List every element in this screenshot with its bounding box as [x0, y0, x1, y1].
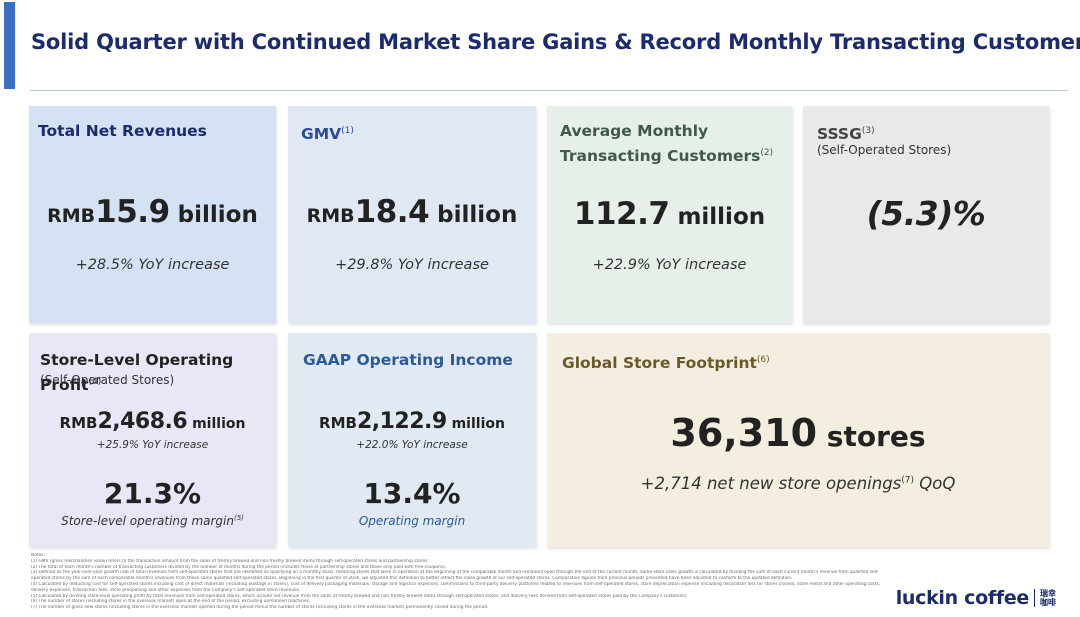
note-line: (6) The number of stores (including stor…	[31, 599, 311, 605]
margin-value: 21.3%	[103, 477, 202, 510]
card-total-net-revenues: Total Net Revenues RMB15.9 billion +28.5…	[29, 106, 276, 323]
margin-label: Operating margin	[358, 514, 466, 528]
card-gaap-operating-income: GAAP Operating Income RMB2,122.9 million…	[288, 333, 536, 547]
card-heading: Total Net Revenues	[38, 122, 207, 140]
logo-wordmark: luckin coffee	[895, 587, 1030, 609]
card-heading: Average Monthly Transacting Customers(2)	[560, 122, 774, 166]
notes-label: Notes:	[31, 553, 45, 558]
card-heading: SSSG(3)	[817, 125, 875, 144]
card-heading: GMV(1)	[301, 125, 354, 144]
card-heading: Global Store Footprint(6)	[562, 354, 770, 373]
accent-bar	[4, 2, 15, 89]
metric-value: 112.7 million	[573, 196, 766, 232]
metric-value: 36,310 stores	[670, 411, 926, 455]
net-new-stores: +2,714 net new store openings(7) QoQ	[640, 474, 956, 493]
note-line: operated stores by the sum of each compa…	[31, 576, 793, 582]
card-subheading: (Self-Operated Stores)	[40, 373, 175, 387]
logo-chinese: 瑞幸 咖啡	[1040, 589, 1056, 607]
metric-value: (5.3)%	[866, 194, 986, 233]
logo-divider	[1034, 589, 1035, 607]
margin-label: Store-level operating margin(5)	[61, 514, 244, 528]
yoy-growth: +25.9% YoY increase	[96, 439, 209, 451]
luckin-coffee-logo: luckin coffee 瑞幸 咖啡	[896, 587, 1058, 609]
note-line: (1) GMV (gross merchandise value) refers…	[31, 558, 429, 564]
card-avg-monthly-transacting-customers: Average Monthly Transacting Customers(2)…	[547, 106, 792, 323]
yoy-growth: +29.8% YoY increase	[335, 257, 489, 273]
note-line: delivery expenses, transaction fees, sto…	[31, 587, 301, 593]
note-line: (4) Calculated by deducting cost for sel…	[31, 581, 881, 587]
page-title: Solid Quarter with Continued Market Shar…	[31, 30, 1080, 54]
card-sssg: SSSG(3) (Self-Operated Stores) (5.3)%	[803, 106, 1049, 323]
note-line: (3) Defined as the year-over-year growth…	[31, 570, 879, 576]
metric-value: RMB18.4 billion	[306, 194, 518, 230]
card-subheading: (Self-Operated Stores)	[817, 143, 952, 157]
yoy-growth: +28.5% YoY increase	[75, 257, 230, 273]
card-gmv: GMV(1) RMB18.4 billion +29.8% YoY increa…	[288, 106, 536, 323]
yoy-growth: +22.9% YoY increase	[592, 257, 747, 273]
margin-value: 13.4%	[363, 477, 461, 510]
note-line: (7) The number of gross new stores (incl…	[31, 605, 489, 611]
metric-value: RMB15.9 billion	[47, 194, 258, 230]
card-heading: GAAP Operating Income	[303, 351, 513, 369]
metric-value: RMB2,468.6 million	[59, 409, 246, 434]
card-store-level-operating-profit: Store-Level Operating Profit(4) (Self-Op…	[29, 333, 276, 547]
metric-value: RMB2,122.9 million	[319, 409, 505, 434]
note-line: (2) The total of each month's number of …	[31, 564, 446, 570]
footnotes: Notes: (1) GMV (gross merchandise value)…	[31, 553, 881, 611]
card-global-store-footprint: Global Store Footprint(6) 36,310 stores …	[547, 333, 1049, 547]
title-divider	[30, 90, 1068, 91]
note-line: (5) Calculated by dividing store-level o…	[31, 593, 688, 599]
yoy-growth: +22.0% YoY increase	[356, 439, 468, 451]
card-heading: Store-Level Operating Profit(4)	[40, 351, 234, 395]
